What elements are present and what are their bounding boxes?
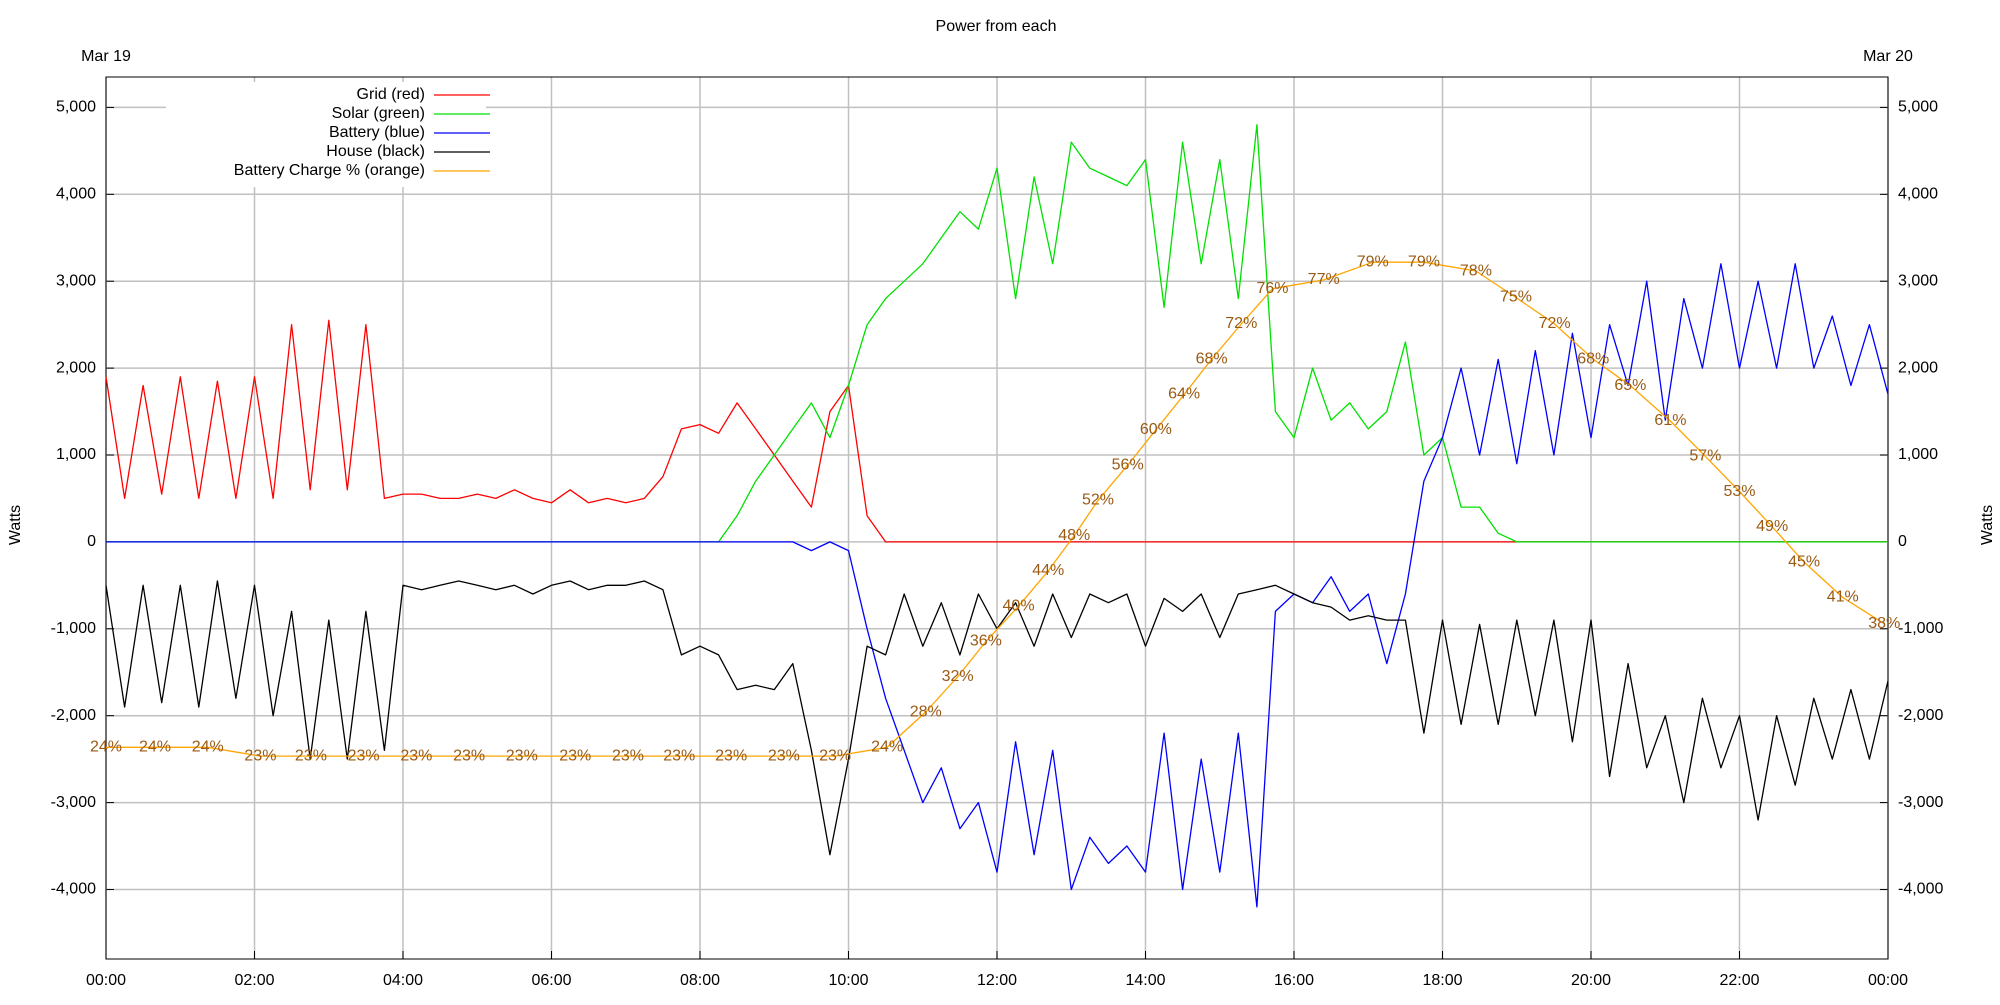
x-tick-label: 16:00	[1274, 972, 1314, 989]
data-label: 23%	[715, 747, 747, 764]
data-label: 24%	[871, 739, 903, 756]
y-tick-label: 2,000	[56, 359, 96, 376]
data-label: 23%	[819, 747, 851, 764]
data-label: 23%	[400, 747, 432, 764]
data-label: 78%	[1460, 262, 1492, 279]
legend-label: Battery (blue)	[329, 124, 425, 141]
data-label: 23%	[768, 747, 800, 764]
y-tick-label: 5,000	[56, 99, 96, 116]
y-tick-label: -1,000	[51, 620, 96, 637]
data-label: 68%	[1196, 350, 1228, 367]
y-tick-label: -2,000	[51, 707, 96, 724]
data-label: 23%	[559, 747, 591, 764]
x-tick-label: 04:00	[383, 972, 423, 989]
data-label: 23%	[348, 747, 380, 764]
y2-tick-label: -2,000	[1898, 707, 1943, 724]
data-label: 24%	[139, 739, 171, 756]
series-line	[106, 263, 1889, 908]
x-tick-label: 00:00	[86, 972, 126, 989]
data-label: 49%	[1756, 518, 1788, 535]
x-tick-label: 18:00	[1422, 972, 1462, 989]
data-label: 23%	[453, 747, 485, 764]
data-label: 56%	[1112, 456, 1144, 473]
data-label: 32%	[942, 668, 974, 685]
y2-tick-label: 2,000	[1898, 359, 1938, 376]
legend-box	[166, 82, 486, 187]
series-line	[106, 261, 1885, 757]
date-label: Mar 20	[1863, 48, 1913, 65]
x-tick-label: 08:00	[680, 972, 720, 989]
data-label: 23%	[663, 747, 695, 764]
data-label: 68%	[1577, 350, 1609, 367]
data-label: 57%	[1689, 447, 1721, 464]
data-label: 24%	[90, 739, 122, 756]
x-tick-label: 02:00	[234, 972, 274, 989]
data-label: 45%	[1788, 553, 1820, 570]
data-label: 38%	[1868, 615, 1900, 632]
y2-tick-label: 4,000	[1898, 186, 1938, 203]
y-tick-label: 1,000	[56, 446, 96, 463]
x-tick-label: 12:00	[977, 972, 1017, 989]
data-label: 64%	[1168, 386, 1200, 403]
legend-label: Grid (red)	[357, 86, 425, 103]
data-label: 23%	[295, 747, 327, 764]
data-label: 24%	[192, 739, 224, 756]
data-label: 60%	[1140, 421, 1172, 438]
data-label: 65%	[1614, 377, 1646, 394]
data-label: 75%	[1500, 289, 1532, 306]
legend-label: Solar (green)	[332, 105, 425, 122]
x-tick-label: 10:00	[828, 972, 868, 989]
y2-tick-label: -4,000	[1898, 881, 1943, 898]
date-label: Mar 19	[81, 48, 131, 65]
data-label: 61%	[1654, 412, 1686, 429]
y-tick-label: 0	[87, 533, 96, 550]
data-label: 28%	[910, 703, 942, 720]
y2-tick-label: -3,000	[1898, 794, 1943, 811]
y2-tick-label: -1,000	[1898, 620, 1943, 637]
data-label: 41%	[1827, 589, 1859, 606]
legend-label: House (black)	[326, 143, 425, 160]
plot-border	[105, 76, 1889, 960]
y2-tick-label: 1,000	[1898, 446, 1938, 463]
x-tick-label: 14:00	[1125, 972, 1165, 989]
data-label: 36%	[970, 633, 1002, 650]
legend: Grid (red) Solar (green) Battery (blue) Hou…	[166, 82, 490, 187]
chart-title: Power from each	[936, 18, 1057, 35]
y-tick-label: -3,000	[51, 794, 96, 811]
data-label: 79%	[1408, 253, 1440, 270]
data-label: 53%	[1723, 483, 1755, 500]
data-label: 77%	[1308, 271, 1340, 288]
data-label: 23%	[244, 747, 276, 764]
x-tick-label: 06:00	[531, 972, 571, 989]
data-label: 72%	[1225, 315, 1257, 332]
data-label: 79%	[1357, 253, 1389, 270]
y-tick-label: 4,000	[56, 186, 96, 203]
data-label: 23%	[612, 747, 644, 764]
y2-tick-label: 0	[1898, 533, 1907, 550]
data-label: 52%	[1082, 492, 1114, 509]
data-label: 48%	[1058, 527, 1090, 544]
y2-axis-label: Watts	[1979, 505, 1996, 545]
x-tick-label: 00:00	[1868, 972, 1908, 989]
y2-tick-label: 5,000	[1898, 99, 1938, 116]
y-tick-label: 3,000	[56, 272, 96, 289]
data-label: 23%	[506, 747, 538, 764]
y-tick-label: -4,000	[51, 881, 96, 898]
data-label: 76%	[1256, 280, 1288, 297]
data-label: 72%	[1539, 315, 1571, 332]
legend-label: Battery Charge % (orange)	[234, 162, 425, 179]
y-axis-label: Watts	[7, 505, 24, 545]
x-tick-label: 20:00	[1571, 972, 1611, 989]
data-label: 40%	[1003, 597, 1035, 614]
x-tick-label: 22:00	[1719, 972, 1759, 989]
y2-tick-label: 3,000	[1898, 272, 1938, 289]
data-label: 44%	[1032, 562, 1064, 579]
